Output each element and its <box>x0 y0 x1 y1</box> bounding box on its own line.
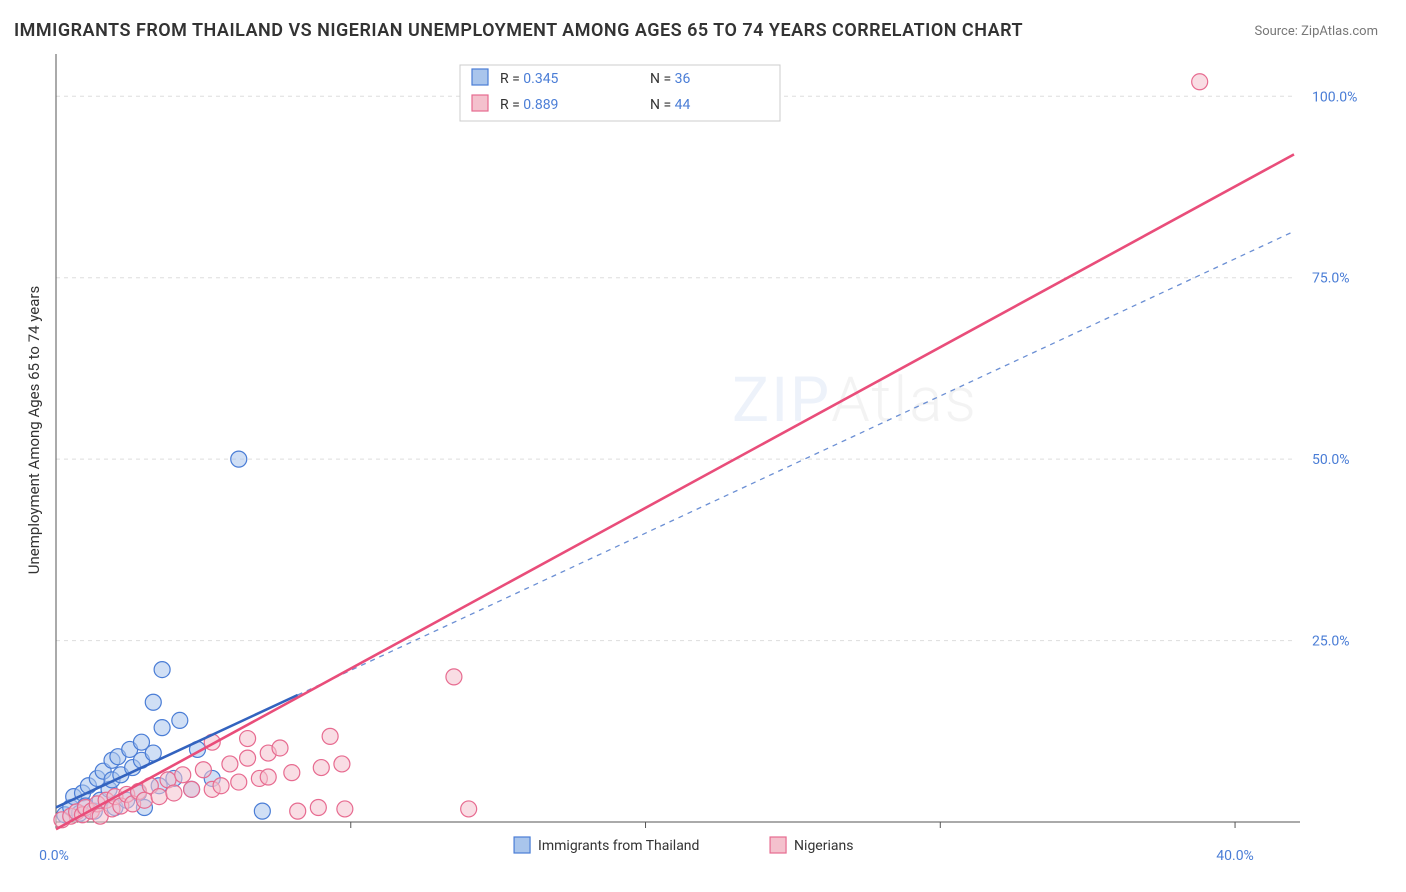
svg-text:25.0%: 25.0% <box>1312 634 1350 650</box>
svg-text:100.0%: 100.0% <box>1312 89 1357 105</box>
svg-text:Immigrants from Thailand: Immigrants from Thailand <box>538 838 699 854</box>
scatter-point <box>231 774 247 790</box>
trend-line <box>56 154 1294 829</box>
scatter-point <box>154 720 170 736</box>
svg-text:0.0%: 0.0% <box>39 848 69 864</box>
svg-text:Nigerians: Nigerians <box>794 838 853 854</box>
scatter-point <box>284 765 300 781</box>
svg-text:40.0%: 40.0% <box>1216 848 1254 864</box>
legend-series: Immigrants from Thailand Nigerians <box>514 837 853 854</box>
scatter-point <box>136 792 152 808</box>
scatter-point <box>240 731 256 747</box>
y-axis-label: Unemployment Among Ages 65 to 74 years <box>25 286 43 574</box>
chart-title: IMMIGRANTS FROM THAILAND VS NIGERIAN UNE… <box>14 20 1023 41</box>
svg-text:N = 36: N = 36 <box>650 71 690 87</box>
scatter-point <box>184 781 200 797</box>
scatter-point <box>446 669 462 685</box>
scatter-point <box>166 785 182 801</box>
correlation-chart: ZIPAtlas 0.0% 40.0% 25.0% 50.0% 75.0% 100.0% R … <box>0 0 1406 892</box>
svg-text:N = 44: N = 44 <box>650 97 690 113</box>
source-label: Source: ZipAtlas.com <box>1254 24 1378 39</box>
scatter-point <box>154 662 170 678</box>
legend-stats: R = 0.345 N = 36 R = 0.889 N = 44 <box>460 65 780 121</box>
svg-text:ZIPAtlas: ZIPAtlas <box>732 364 978 437</box>
scatter-point <box>240 750 256 766</box>
scatter-point <box>1192 74 1208 90</box>
scatter-point <box>310 799 326 815</box>
svg-text:75.0%: 75.0% <box>1312 271 1350 287</box>
scatter-point <box>213 778 229 794</box>
scatter-point <box>313 760 329 776</box>
scatter-point <box>461 801 477 817</box>
trend-line-extrapolated <box>298 231 1294 695</box>
scatter-point <box>145 694 161 710</box>
scatter-point <box>260 769 276 785</box>
scatter-point <box>175 767 191 783</box>
scatter-point <box>272 740 288 756</box>
scatter-point <box>334 756 350 772</box>
scatter-point <box>231 451 247 467</box>
scatter-point <box>254 803 270 819</box>
scatter-point <box>337 801 353 817</box>
scatter-point <box>172 712 188 728</box>
scatter-point <box>322 728 338 744</box>
scatter-point <box>195 762 211 778</box>
svg-text:R = 0.889: R = 0.889 <box>500 97 558 113</box>
svg-text:R = 0.345: R = 0.345 <box>500 71 559 87</box>
scatter-point <box>151 789 167 805</box>
scatter-point <box>222 756 238 772</box>
svg-text:50.0%: 50.0% <box>1312 452 1350 468</box>
scatter-point <box>290 803 306 819</box>
